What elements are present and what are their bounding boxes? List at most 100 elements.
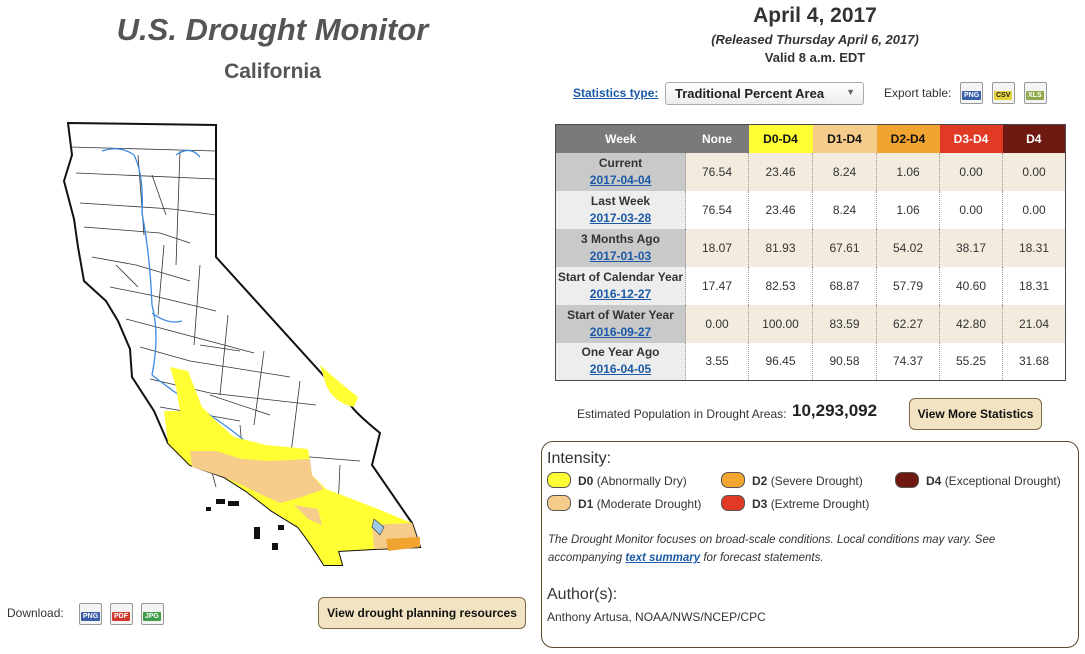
footnote-text: for forecast statements. — [700, 552, 824, 564]
legend-desc: (Abnormally Dry) — [596, 474, 687, 488]
view-more-statistics-button[interactable]: View More Statistics — [909, 398, 1042, 430]
export-xls-icon[interactable]: XLS — [1024, 82, 1047, 104]
legend-swatch-d0 — [547, 472, 571, 488]
legend-item-d4: D4 (Exceptional Drought) — [926, 474, 1061, 488]
table-row: One Year Ago 2016-04-05 3.55 96.45 90.58 … — [555, 342, 1066, 381]
week-cell: Start of Calendar Year 2016-12-27 — [555, 266, 686, 305]
legend-desc: (Exceptional Drought) — [944, 474, 1061, 488]
population-label: Estimated Population in Drought Areas: — [577, 407, 787, 421]
salton-sea — [371, 518, 385, 536]
value-cell: 67.61 — [812, 228, 877, 267]
value-cell: 18.31 — [1002, 266, 1066, 305]
text-summary-link[interactable]: text summary — [625, 552, 701, 564]
value-cell: 0.00 — [939, 152, 1003, 191]
download-jpg-icon[interactable]: JPG — [141, 603, 164, 625]
week-cell: Start of Water Year 2016-09-27 — [555, 304, 686, 343]
value-cell: 55.25 — [939, 342, 1003, 381]
week-cell: Current 2017-04-04 — [555, 152, 686, 191]
value-cell: 31.68 — [1002, 342, 1066, 381]
export-csv-icon[interactable]: CSV — [992, 82, 1015, 104]
week-date-link[interactable]: 2017-01-03 — [589, 248, 652, 263]
value-cell: 62.27 — [876, 304, 940, 343]
legend-swatch-d2 — [721, 472, 745, 488]
statistics-type-link[interactable]: Statistics type: — [573, 86, 659, 100]
value-cell: 100.00 — [748, 304, 813, 343]
legend-item-d0: D0 (Abnormally Dry) — [578, 474, 687, 488]
legend-code: D1 — [578, 497, 594, 511]
legend-swatch-d1 — [547, 495, 571, 511]
legend-code: D0 — [578, 474, 594, 488]
column-header-d1-d4: D1-D4 — [812, 124, 877, 153]
valid-time: Valid 8 a.m. EDT — [764, 50, 866, 65]
column-header-d2-d4: D2-D4 — [876, 124, 940, 153]
table-row: Current 2017-04-04 76.54 23.46 8.24 1.06 … — [555, 152, 1066, 191]
week-date-link[interactable]: 2017-03-28 — [589, 210, 652, 225]
value-cell: 23.46 — [748, 152, 813, 191]
week-label: Start of Calendar Year — [557, 269, 684, 284]
view-planning-resources-button[interactable]: View drought planning resources — [318, 597, 526, 629]
download-pdf-icon[interactable]: PDF — [110, 603, 133, 625]
week-date-link[interactable]: 2017-04-04 — [589, 172, 652, 187]
value-cell: 57.79 — [876, 266, 940, 305]
value-cell: 8.24 — [812, 190, 877, 229]
state-name: California — [224, 60, 321, 83]
value-cell: 96.45 — [748, 342, 813, 381]
population-value: 10,293,092 — [792, 401, 878, 420]
value-cell: 21.04 — [1002, 304, 1066, 343]
week-date-link[interactable]: 2016-12-27 — [589, 286, 652, 301]
drought-area-d1 — [190, 451, 324, 503]
legend-code: D2 — [752, 474, 768, 488]
drought-area-d2 — [386, 537, 420, 551]
drought-area-d1 — [294, 505, 322, 525]
column-header-none: None — [685, 124, 749, 153]
drought-area-d0 — [320, 365, 358, 407]
week-label: Start of Water Year — [567, 307, 674, 322]
value-cell: 1.06 — [876, 190, 940, 229]
download-png-icon[interactable]: PNG — [79, 603, 102, 625]
week-date-link[interactable]: 2016-04-05 — [589, 362, 652, 377]
legend-desc: (Severe Drought) — [770, 474, 863, 488]
value-cell: 74.37 — [876, 342, 940, 381]
legend-swatch-d3 — [721, 495, 745, 511]
export-png-icon[interactable]: PNG — [960, 82, 983, 104]
intensity-title: Intensity: — [547, 450, 612, 467]
statistics-type-select[interactable]: Traditional Percent Area ▼ — [665, 82, 864, 105]
page-title: U.S. Drought Monitor — [116, 12, 429, 47]
column-header-d4: D4 — [1002, 124, 1066, 153]
table-row: Start of Calendar Year 2016-12-27 17.47 8… — [555, 266, 1066, 305]
footnote-text: The Drought Monitor focuses on broad-sca… — [548, 534, 996, 564]
legend-panel — [541, 441, 1079, 648]
value-cell: 0.00 — [1002, 152, 1066, 191]
value-cell: 54.02 — [876, 228, 940, 267]
value-cell: 38.17 — [939, 228, 1003, 267]
week-label: Last Week — [590, 193, 651, 208]
export-label: Export table: — [884, 86, 952, 100]
value-cell: 90.58 — [812, 342, 877, 381]
legend-item-d3: D3 (Extreme Drought) — [752, 497, 869, 511]
table-row: Start of Water Year 2016-09-27 0.00 100.0… — [555, 304, 1066, 343]
week-date-link[interactable]: 2016-09-27 — [589, 324, 652, 339]
legend-desc: (Extreme Drought) — [770, 497, 870, 511]
value-cell: 83.59 — [812, 304, 877, 343]
value-cell: 3.55 — [685, 342, 749, 381]
legend-desc: (Moderate Drought) — [596, 497, 702, 511]
value-cell: 76.54 — [685, 152, 749, 191]
table-row: Last Week 2017-03-28 76.54 23.46 8.24 1.0… — [555, 190, 1066, 229]
value-cell: 76.54 — [685, 190, 749, 229]
week-cell: One Year Ago 2016-04-05 — [555, 342, 686, 381]
author-name: Anthony Artusa, NOAA/NWS/NCEP/CPC — [547, 610, 766, 624]
value-cell: 0.00 — [939, 190, 1003, 229]
value-cell: 1.06 — [876, 152, 940, 191]
authors-title: Author(s): — [547, 586, 618, 603]
week-label: One Year Ago — [581, 345, 660, 360]
release-date: (Released Thursday April 6, 2017) — [711, 32, 919, 47]
legend-footnote: The Drought Monitor focuses on broad-sca… — [548, 531, 1068, 567]
value-cell: 0.00 — [685, 304, 749, 343]
column-header-d0-d4: D0-D4 — [748, 124, 813, 153]
value-cell: 82.53 — [748, 266, 813, 305]
download-label: Download: — [7, 606, 64, 620]
value-cell: 8.24 — [812, 152, 877, 191]
legend-item-d1: D1 (Moderate Drought) — [578, 497, 701, 511]
value-cell: 68.87 — [812, 266, 877, 305]
column-header-week: Week — [555, 124, 686, 153]
